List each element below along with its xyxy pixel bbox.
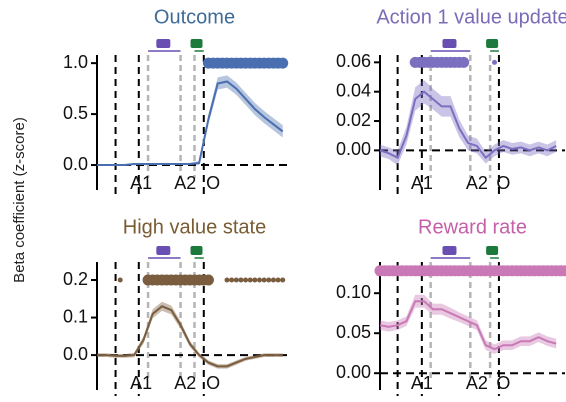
y-tick-label: 1.0 (63, 52, 88, 72)
phase-icon (486, 246, 499, 255)
sig-dot-small (252, 277, 258, 283)
x-tick-label: A1 (130, 373, 152, 393)
y-tick-label: 0.1 (63, 306, 88, 326)
sig-dot-large (458, 56, 470, 68)
x-tick-label: A2 (174, 173, 196, 193)
chart-title: Action 1 value update (376, 6, 566, 28)
x-tick-label: O (496, 373, 510, 393)
sig-dot-small (233, 277, 239, 283)
x-tick-label: A2 (466, 173, 488, 193)
mean-line (379, 300, 557, 351)
x-tick-label: O (206, 373, 220, 393)
error-band (97, 75, 283, 167)
sig-dot-large (277, 57, 289, 69)
phase-icon (442, 39, 457, 48)
error-band (97, 301, 283, 369)
sig-dot-small (257, 277, 262, 283)
sig-dot-small (266, 277, 272, 283)
sig-dot-small (229, 277, 235, 283)
sig-dot-small (270, 277, 276, 283)
y-tick-label: 0.02 (336, 110, 371, 130)
sig-dot-small (261, 277, 267, 283)
phase-icon (190, 246, 203, 255)
y-axis-label: Beta coefficient (z-score) (11, 117, 28, 283)
phase-icon (442, 246, 457, 255)
y-tick-label: 0.00 (336, 362, 371, 382)
sig-dot-small (492, 59, 498, 65)
x-tick-label: A1 (411, 173, 433, 193)
x-tick-label: A2 (466, 373, 488, 393)
y-tick-label: 0.10 (336, 282, 371, 302)
sig-dot-small (280, 277, 286, 283)
sig-dot-small (238, 277, 244, 283)
sig-dot-small (275, 277, 281, 283)
mean-line (379, 90, 557, 160)
x-tick-label: O (206, 173, 220, 193)
phase-icon (156, 246, 171, 255)
sig-dot-small (117, 277, 123, 283)
x-tick-label: O (496, 173, 510, 193)
sig-dot-small (247, 277, 253, 283)
sig-dot-small (224, 277, 230, 283)
phase-icon (190, 39, 203, 48)
y-tick-label: 0.05 (336, 322, 371, 342)
y-tick-label: 0.00 (336, 139, 371, 159)
x-tick-label: A2 (174, 373, 196, 393)
mean-line (97, 305, 283, 368)
sig-dot-large (559, 265, 566, 277)
phase-icon (486, 39, 499, 48)
x-tick-label: A1 (411, 373, 433, 393)
chart-title: Reward rate (418, 216, 527, 238)
error-band (380, 79, 557, 166)
sig-dot-small (243, 277, 249, 283)
y-tick-label: 0.2 (63, 269, 88, 289)
y-tick-label: 0.0 (63, 154, 88, 174)
y-tick-label: 0.06 (336, 51, 371, 71)
chart-title: High value state (123, 216, 266, 238)
error-band (380, 294, 557, 354)
sig-dot-large (202, 274, 214, 286)
mean-line (97, 80, 284, 167)
y-tick-label: 0.0 (63, 344, 88, 364)
y-tick-label: 0.04 (336, 80, 371, 100)
x-tick-label: A1 (130, 173, 152, 193)
chart-title: Outcome (154, 6, 235, 28)
phase-icon (156, 39, 171, 48)
y-tick-label: 0.5 (63, 103, 88, 123)
